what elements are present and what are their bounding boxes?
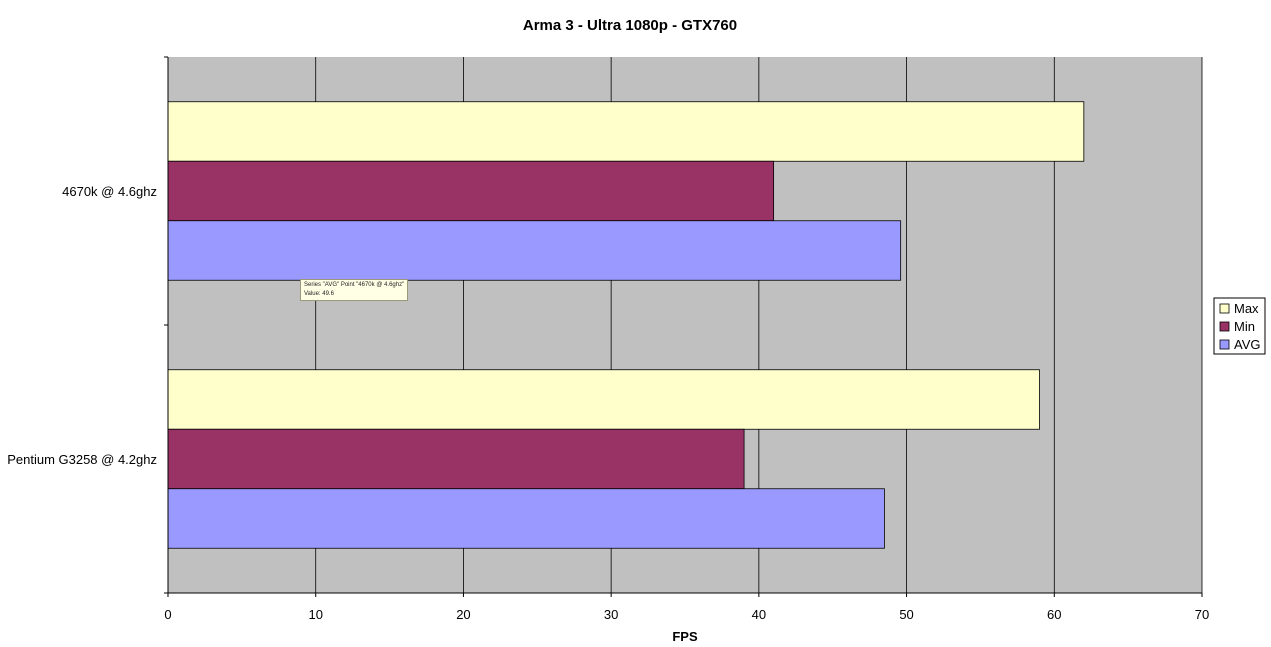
tooltip-series-line: Series "AVG" Point "4670k @ 4.6ghz"	[304, 282, 405, 288]
tooltip-value-line: Value: 49.6	[304, 291, 334, 297]
x-tick-label: 0	[164, 607, 171, 622]
bars	[167, 101, 1085, 549]
category-label: 4670k @ 4.6ghz	[62, 184, 157, 199]
legend-label-min: Min	[1234, 319, 1255, 334]
x-tick-label: 70	[1195, 607, 1209, 622]
bar-avg-2[interactable]	[167, 488, 885, 549]
legend-label-max: Max	[1234, 301, 1259, 316]
x-tick-label: 10	[308, 607, 322, 622]
legend-swatch-max	[1219, 303, 1230, 314]
legend: Max Min AVG	[1213, 297, 1266, 355]
data-tooltip: Series "AVG" Point "4670k @ 4.6ghz" Valu…	[300, 279, 409, 301]
legend-label-avg: AVG	[1234, 337, 1261, 352]
bar-min-2[interactable]	[167, 428, 745, 490]
legend-swatch-min	[1219, 321, 1230, 332]
x-tick-labels: 0 10 20 30 40 50 60 70	[164, 607, 1209, 622]
x-tick-label: 20	[456, 607, 470, 622]
chart-title: Arma 3 - Ultra 1080p - GTX760	[523, 17, 737, 34]
axes	[164, 56, 1203, 597]
x-axis-label: FPS	[672, 629, 698, 644]
category-label: Pentium G3258 @ 4.2ghz	[7, 452, 157, 467]
x-tick-label: 40	[752, 607, 766, 622]
bar-max-1[interactable]	[167, 101, 1085, 162]
x-tick-label: 30	[604, 607, 618, 622]
legend-swatch-avg	[1219, 339, 1230, 350]
bar-min-1[interactable]	[167, 160, 775, 222]
x-tick-label: 50	[899, 607, 913, 622]
y-category-labels: 4670k @ 4.6ghz Pentium G3258 @ 4.2ghz	[7, 184, 157, 467]
bar-max-2[interactable]	[167, 369, 1040, 430]
bar-avg-1[interactable]	[167, 220, 902, 281]
x-tick-label: 60	[1047, 607, 1061, 622]
